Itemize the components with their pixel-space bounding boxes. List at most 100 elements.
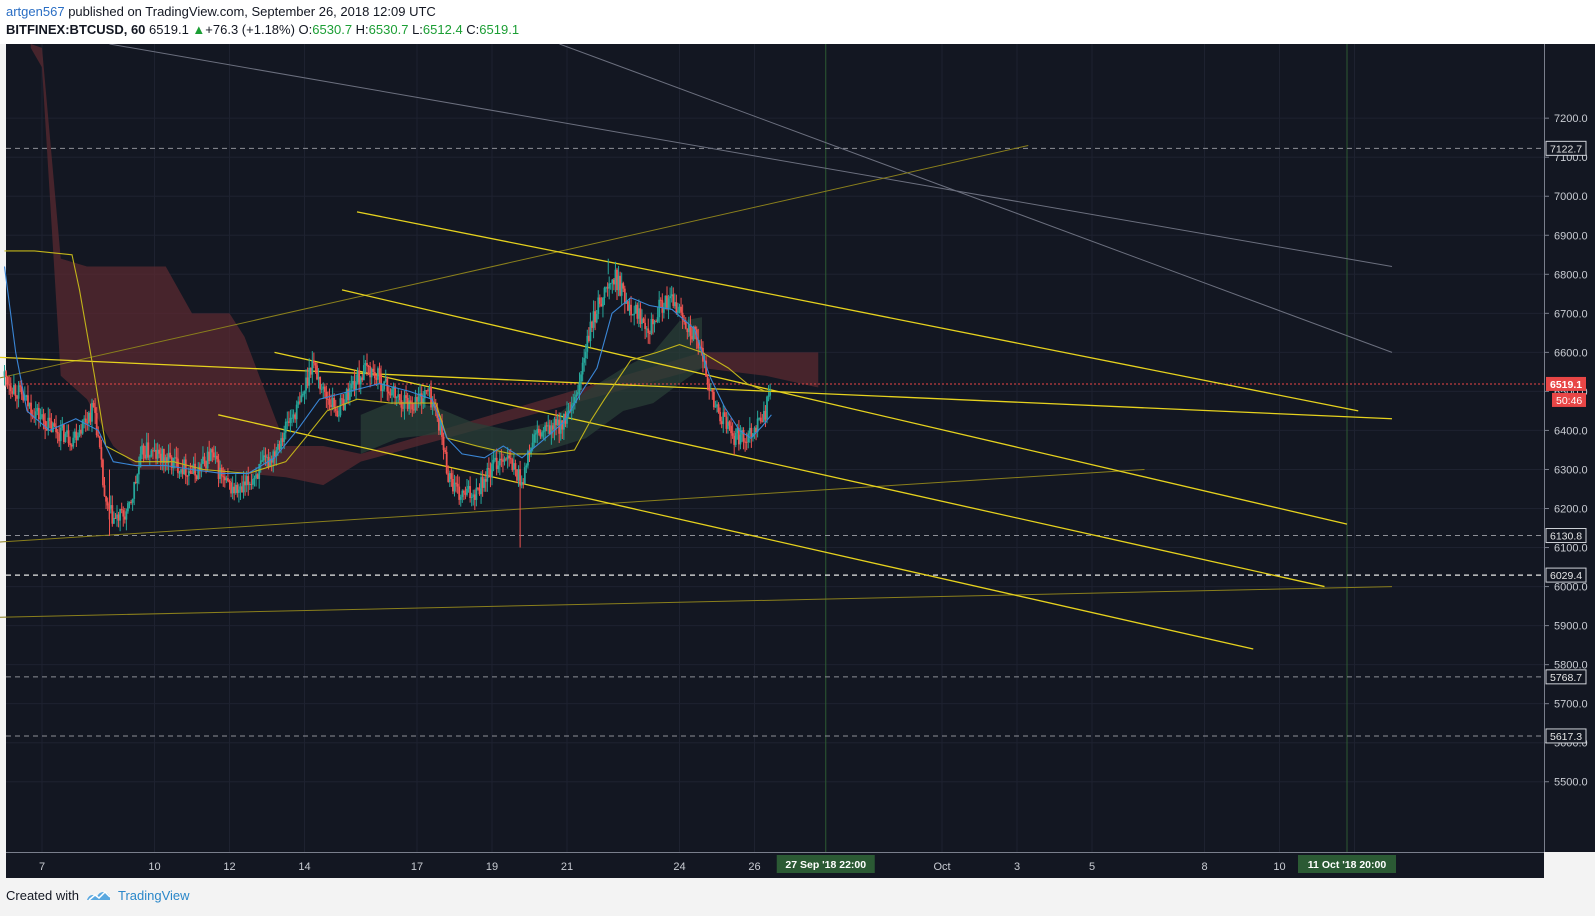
candle-body: [591, 321, 593, 328]
candle-body: [205, 460, 207, 469]
candle-body: [152, 450, 154, 452]
candle-body: [291, 417, 293, 419]
low-value: 6512.4: [422, 22, 463, 37]
candle-body: [233, 486, 236, 494]
candle-body: [691, 335, 693, 340]
candle-body: [123, 516, 126, 520]
price-chart[interactable]: 5500.05600.05700.05800.05900.06000.06100…: [0, 44, 1595, 878]
candle-body: [745, 441, 748, 443]
candle-body: [619, 275, 622, 296]
time-tick-label: 10: [148, 861, 160, 873]
candle-body: [41, 414, 43, 418]
candle-body: [544, 425, 547, 432]
tradingview-brand-link[interactable]: TradingView: [118, 888, 190, 903]
candle-body: [666, 295, 668, 309]
candle-body: [237, 489, 240, 493]
candle-body: [386, 378, 389, 392]
candle-body: [602, 297, 604, 307]
candle-body: [672, 294, 675, 307]
candle-body: [134, 481, 137, 484]
candle-body: [270, 458, 273, 463]
candle-body: [520, 482, 523, 486]
candle-body: [494, 457, 497, 460]
candle-body: [20, 386, 23, 395]
candle-body: [714, 406, 717, 408]
candle-body: [362, 365, 365, 381]
author-link[interactable]: artgen567: [6, 4, 65, 19]
candle-body: [437, 418, 440, 431]
time-marker-text: 27 Sep '18 22:00: [785, 859, 866, 871]
candle-body: [195, 475, 198, 480]
candle-body: [683, 320, 686, 322]
candle-body: [184, 459, 187, 476]
candle-body: [256, 474, 259, 479]
candle-body: [297, 401, 300, 405]
candle-body: [281, 438, 284, 442]
candle-body: [764, 410, 767, 420]
time-axis[interactable]: [6, 852, 1544, 878]
candle-body: [614, 269, 617, 285]
candle-body: [622, 283, 625, 289]
candle-body: [133, 481, 136, 499]
candle-body: [442, 436, 445, 451]
candle-body: [369, 366, 372, 378]
candle-body: [380, 374, 382, 392]
time-tick-label: 19: [486, 861, 498, 873]
candle-body: [370, 368, 373, 378]
candle-body: [483, 479, 486, 488]
candle-body: [180, 469, 182, 473]
candle-body: [147, 442, 150, 458]
candle-body: [655, 321, 657, 323]
candle-body: [555, 419, 557, 426]
price-axis-labels: 5500.05600.05700.05800.05900.06000.06100…: [1544, 113, 1588, 789]
candle-body: [317, 377, 320, 380]
candle-body: [612, 279, 615, 285]
yellow-trendline: [356, 211, 1359, 412]
candle-body: [187, 471, 190, 476]
candle-body: [103, 485, 106, 497]
candle-body: [408, 400, 411, 409]
candle-body: [486, 468, 489, 482]
time-tick-label: 17: [411, 861, 423, 873]
price-axis[interactable]: [1544, 44, 1595, 852]
candle-body: [189, 471, 192, 473]
candle-body: [753, 427, 756, 434]
candle-body: [759, 417, 762, 422]
candle-body: [137, 467, 140, 475]
candle-body: [737, 428, 740, 445]
candle-body: [739, 434, 742, 445]
high-value: 6530.7: [368, 22, 409, 37]
candle-body: [331, 397, 334, 408]
level-price-badge: [1545, 728, 1587, 744]
candle-body: [552, 425, 554, 430]
candle-body: [186, 475, 189, 477]
candle-body: [350, 384, 353, 389]
candle-body: [308, 367, 311, 386]
candle-body: [181, 469, 184, 475]
candle-body: [706, 376, 709, 384]
candle-body: [44, 420, 47, 429]
candle-body: [78, 429, 81, 436]
candle-body: [587, 335, 590, 342]
countdown-badge: [1552, 392, 1586, 407]
candle-body: [456, 483, 459, 487]
candle-body: [717, 404, 720, 412]
candle-body: [453, 482, 456, 492]
candle-body: [298, 401, 301, 403]
candle-body: [589, 321, 592, 342]
candle-body: [286, 421, 289, 423]
candle-body: [73, 431, 76, 438]
trendlines-layer[interactable]: [0, 44, 1393, 650]
candle-body: [45, 428, 48, 431]
symbol-label[interactable]: BITFINEX:BTCUSD, 60: [6, 22, 146, 37]
candle-body: [470, 496, 473, 499]
candle-body: [395, 397, 398, 399]
candle-body: [423, 390, 426, 399]
candle-body: [353, 380, 356, 390]
candle-body: [566, 412, 568, 424]
close-label: C:: [466, 22, 480, 37]
candle-body: [545, 425, 548, 427]
candle-body: [53, 423, 56, 427]
candle-body: [384, 378, 387, 382]
time-tick-label: 12: [223, 861, 235, 873]
